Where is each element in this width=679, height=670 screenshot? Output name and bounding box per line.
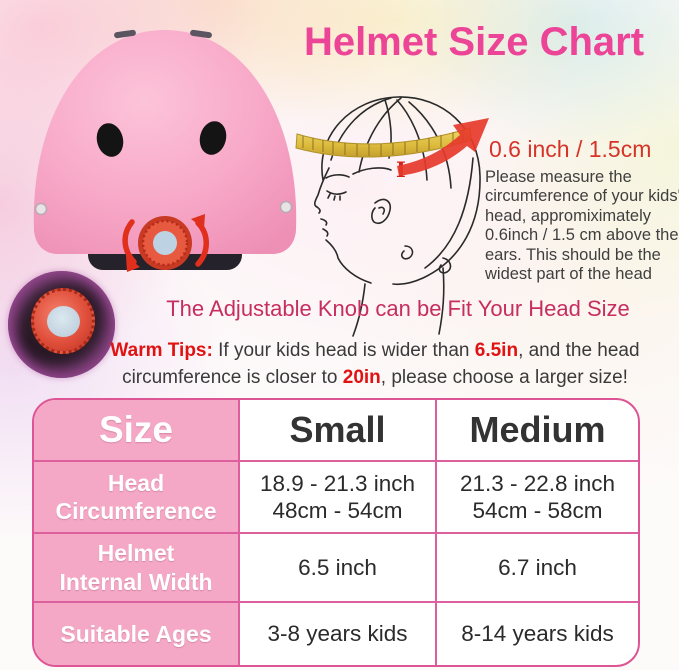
cell-head-circumference-medium: 21.3 - 22.8 inch 54cm - 58cm: [437, 462, 638, 534]
warm-tips-width-value: 6.5in: [474, 340, 519, 361]
warm-tips-seg2: , and the head: [518, 340, 640, 361]
row-label-head-circumference: Head Circumference: [34, 462, 240, 534]
rivet-right: [279, 200, 293, 214]
row-label-helmet-internal-width: Helmet Internal Width: [34, 534, 240, 603]
cell-ages-small: 3-8 years kids: [240, 603, 437, 665]
helmet-illustration: [28, 22, 303, 282]
warm-tips-seg1: If your kids head is wider than: [212, 340, 475, 361]
warm-tips-seg3: circumference is closer to: [122, 366, 343, 388]
helmet-dome: [33, 30, 297, 254]
cell-ages-medium: 8-14 years kids: [461, 621, 614, 647]
size-table-header-medium: Medium: [437, 400, 638, 462]
head-graphic: I: [295, 96, 489, 337]
page-title: Helmet Size Chart: [303, 20, 645, 64]
helmet-graphic: [33, 29, 297, 272]
size-table: Size Small Medium Head Circumference 18.…: [32, 398, 640, 667]
warm-tips-circumference-value: 20in: [342, 366, 381, 388]
size-table-header-small: Small: [240, 400, 437, 462]
warm-tips-label: Warm Tips:: [110, 340, 213, 361]
measurement-offset-value: 0.6 inch / 1.5cm: [489, 136, 652, 162]
size-table-header-size: Size: [34, 400, 240, 462]
top-vent-right: [190, 29, 212, 39]
red-arrow-icon: [397, 118, 489, 176]
cell-head-circumference-small: 18.9 - 21.3 inch 48cm - 54cm: [240, 462, 437, 534]
measurement-instructions: Please measure the circumference of your…: [485, 168, 679, 284]
head-line-art: [313, 96, 481, 337]
vent-hole-right: [199, 121, 227, 155]
adjustment-knob: [138, 216, 192, 270]
rotation-arrowhead-left: [126, 256, 140, 272]
top-vent-left: [114, 29, 136, 39]
knob-center-pad: [47, 306, 80, 337]
rivet-left: [34, 202, 48, 216]
knob-caption: The Adjustable Knob can be Fit Your Head…: [166, 296, 630, 321]
warm-tips-seg4: , please choose a larger size!: [380, 366, 628, 388]
row-label-suitable-ages: Suitable Ages: [34, 603, 240, 665]
vent-hole-left: [96, 123, 124, 157]
warm-tips: Warm Tips: If your kids head is wider th…: [75, 338, 675, 392]
head-measurement-illustration: I: [293, 88, 498, 338]
cell-internal-width-medium: 6.7 inch: [437, 534, 638, 603]
cell-internal-width-small: 6.5 inch: [240, 534, 437, 603]
rotation-arrowhead-right: [191, 214, 205, 229]
adjustable-knob-photo: [8, 271, 115, 378]
